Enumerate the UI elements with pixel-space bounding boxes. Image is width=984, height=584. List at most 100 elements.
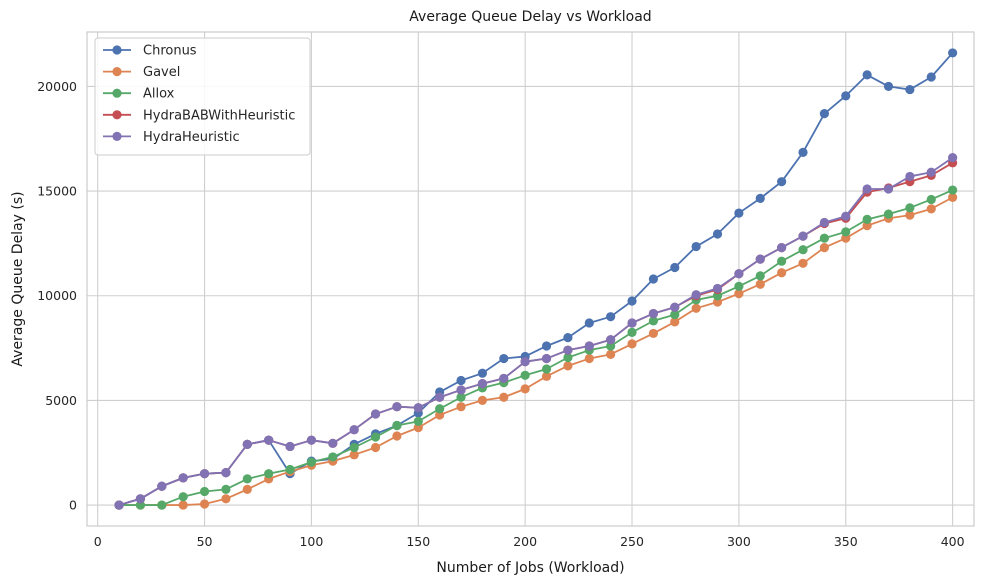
data-point-chronus [926,72,936,82]
data-point-allox [370,432,381,442]
data-point-hydraheuristic [456,385,466,395]
data-point-allox [413,416,423,426]
data-point-chronus [563,333,573,343]
data-point-hydraheuristic [435,392,445,402]
data-point-hydraheuristic [541,353,552,364]
plot-frame [86,31,975,527]
legend-label: HydraBABWithHeuristic [143,108,295,123]
legend-swatch-marker [112,67,122,77]
data-point-allox [178,492,188,502]
y-tick-label: 5000 [45,393,77,408]
data-point-hydraheuristic [926,167,936,177]
data-point-hydraheuristic [477,379,488,389]
data-point-allox [392,420,402,431]
data-point-hydraheuristic [349,425,359,435]
data-point-allox [199,486,210,497]
y-tick-label: 20000 [37,79,77,94]
data-point-hydraheuristic [520,357,530,367]
data-point-chronus [905,84,915,95]
x-tick-label: 300 [727,534,751,549]
data-point-chronus [841,91,851,101]
data-point-chronus [606,312,616,322]
data-point-hydraheuristic [777,243,787,253]
data-point-allox [520,370,530,380]
data-point-allox [456,392,466,402]
data-point-hydraheuristic [648,308,658,319]
data-point-allox [755,271,765,281]
legend-label: Allox [143,87,175,102]
data-point-gavel [499,392,509,402]
data-point-hydraheuristic [755,254,765,264]
legend-swatch-marker [112,131,122,141]
data-point-allox [627,327,637,337]
x-tick-label: 50 [197,534,213,549]
data-point-allox [926,194,936,205]
legend-label: HydraHeuristic [143,130,240,145]
data-point-allox [798,245,808,255]
data-point-gavel [606,349,616,359]
data-point-hydraheuristic [135,494,146,504]
data-point-chronus [648,274,658,284]
legend-label: Gavel [143,65,180,80]
data-point-gavel [349,450,359,460]
data-point-gavel [199,499,210,509]
data-point-gavel [178,500,188,510]
data-point-allox [734,281,744,291]
data-point-gavel [392,431,402,441]
data-point-gavel [541,371,552,381]
data-point-gavel [670,317,680,327]
data-point-hydraheuristic [306,435,317,445]
data-point-chronus [541,341,552,351]
data-point-hydraheuristic [798,231,808,241]
data-point-hydraheuristic [413,403,423,413]
series-allox [114,185,958,510]
series-gavel [114,192,958,510]
data-point-allox [349,442,359,453]
data-point-chronus [777,177,787,187]
data-point-hydraheuristic [734,269,744,279]
data-point-hydraheuristic [883,184,894,194]
series-hydraheuristic [114,152,958,510]
data-point-gavel [755,279,765,289]
data-point-gavel [242,484,252,494]
legend-box [94,37,311,156]
x-tick-label: 200 [513,534,537,549]
data-point-hydraheuristic [178,473,188,483]
data-point-hydraheuristic [712,283,723,294]
series-line-hydrababwithheuristic [118,162,954,506]
data-point-gavel [691,303,701,313]
data-point-allox [541,364,552,374]
data-point-chronus [948,48,958,58]
legend-item-hydraheuristic: HydraHeuristic [103,130,240,145]
data-point-gavel [819,243,829,253]
data-point-gavel [627,339,637,349]
data-point-hydraheuristic [670,302,680,312]
x-tick-label: 100 [299,534,323,549]
data-point-allox [905,203,915,213]
data-point-gavel [926,204,936,214]
data-point-gavel [563,361,573,371]
data-point-allox [648,316,658,326]
data-point-allox [306,457,317,467]
data-point-chronus [627,296,637,306]
data-point-gavel [370,442,381,453]
data-point-hydraheuristic [392,402,402,412]
data-point-gavel [477,395,488,406]
data-point-chronus [477,368,488,378]
data-point-allox [819,233,829,243]
data-point-allox [242,474,252,484]
data-point-gavel [734,289,744,299]
data-point-hydraheuristic [221,468,231,478]
y-tick-label: 10000 [37,288,77,303]
data-point-gavel [221,494,231,504]
data-point-chronus [862,70,872,80]
data-point-hydraheuristic [948,152,958,163]
data-point-chronus [883,81,894,92]
data-point-allox [328,452,338,462]
data-point-allox [883,209,894,219]
series-line-hydraheuristic [118,156,954,506]
data-point-chronus [734,208,744,218]
data-point-hydraheuristic [691,290,701,300]
